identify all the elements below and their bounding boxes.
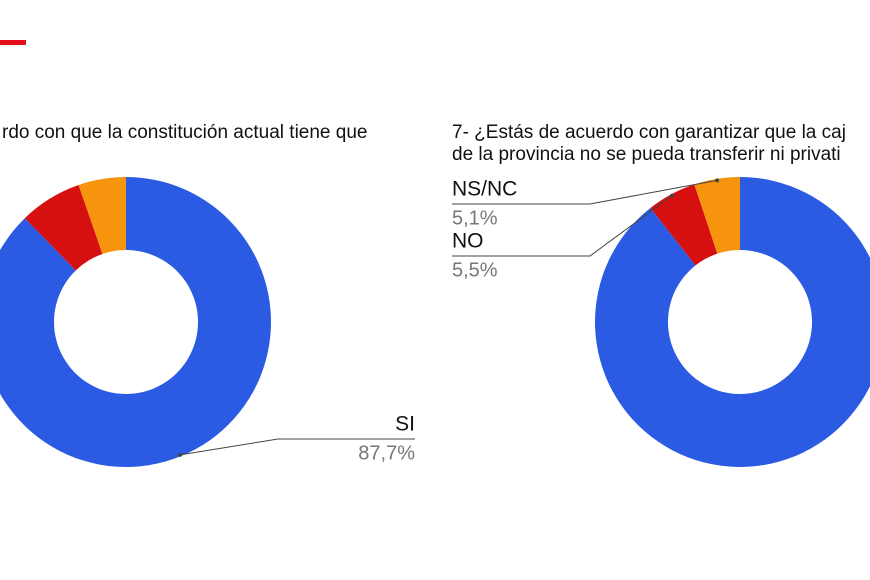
chart-title: de la provincia no se pueda transferir n… bbox=[452, 144, 841, 165]
accent-bar bbox=[0, 40, 26, 45]
leader-dot bbox=[715, 178, 720, 183]
donut-slice bbox=[0, 177, 271, 467]
donut-slice bbox=[78, 177, 126, 254]
leader-line bbox=[452, 179, 718, 205]
leader-dot bbox=[178, 452, 183, 457]
donut-slice bbox=[595, 177, 870, 467]
slice-label: NO bbox=[452, 230, 484, 253]
slice-value-label: 5,1% bbox=[452, 207, 498, 229]
slice-label: SI bbox=[395, 413, 415, 436]
slice-value-label: 87,7% bbox=[358, 442, 415, 464]
chart-title: rdo con que la constitución actual tiene… bbox=[2, 122, 367, 143]
donut-slice bbox=[24, 184, 103, 271]
chart-title: 7- ¿Estás de acuerdo con garantizar que … bbox=[452, 122, 846, 143]
leader-line bbox=[452, 195, 673, 257]
leader-dot bbox=[670, 193, 675, 198]
donut-slice bbox=[650, 184, 718, 266]
leader-line bbox=[180, 438, 415, 456]
donut-slice bbox=[694, 177, 740, 254]
slice-value-label: 5,5% bbox=[452, 259, 498, 281]
slice-label: NS/NC bbox=[452, 178, 517, 201]
